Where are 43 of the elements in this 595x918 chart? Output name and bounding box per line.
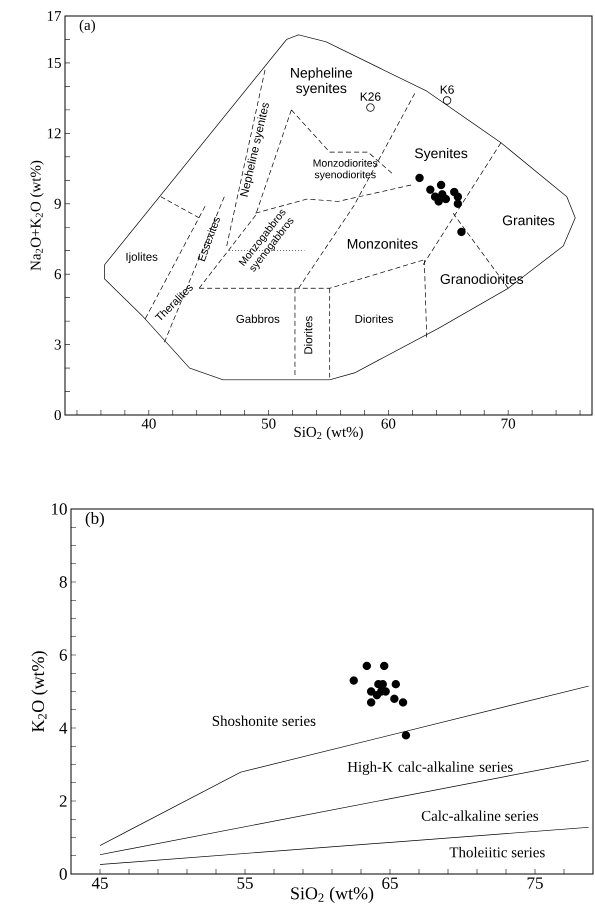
x-tick-label: 70 [502, 418, 516, 429]
annotation: Granites [502, 215, 554, 226]
x-tick-label: 55 [238, 878, 253, 889]
annotation: Nepheline syenites [240, 102, 269, 197]
y-tick-label: 9 [54, 198, 61, 209]
annotation: Diorites [356, 314, 394, 323]
annotation: Monzonites [348, 238, 418, 249]
y-tick-label: 8 [60, 576, 67, 588]
y-tick-label: 6 [54, 269, 62, 280]
y-axis-title: Na$_{2}$O+K$_{2}$O (wt%) [30, 160, 44, 270]
y-tick-label: 4 [59, 722, 68, 734]
chart-title: (b) [86, 512, 104, 528]
y-tick-label: 2 [60, 795, 67, 807]
y-tick-label: 6 [60, 649, 67, 661]
annotation: Calc-alkaline series [422, 810, 538, 821]
annotation: Nepheline syenites [291, 68, 352, 96]
x-axis-title: SiO$_{2}$ (wt%) [294, 426, 363, 440]
annotation: Tholeiitic series [450, 846, 545, 858]
x-tick-label: 60 [382, 418, 396, 429]
x-tick-label: 50 [262, 418, 276, 429]
x-tick-label: 45 [92, 878, 108, 889]
annotation: High-K calc-alkaline series [348, 761, 513, 775]
data-label: K6 [440, 85, 454, 94]
annotation: Gabbros [236, 314, 280, 323]
y-tick-label: 12 [48, 128, 61, 138]
y-tick-label: 15 [48, 58, 61, 68]
annotation: Ijolites [126, 252, 158, 264]
x-tick-label: 65 [382, 878, 398, 889]
y-tick-label: 17 [48, 11, 62, 21]
y-tick-label: 0 [54, 410, 61, 420]
x-tick-label: 40 [142, 418, 156, 429]
x-axis-title: SiO$_{2}$ (wt%) [291, 886, 374, 904]
annotation: Diorites [304, 316, 312, 354]
y-tick-label: 0 [60, 868, 67, 880]
y-tick-label: 3 [54, 340, 61, 350]
data-label: K26 [360, 92, 381, 101]
annotation: Shoshonite series [212, 715, 316, 726]
annotation: Monzodiorites syenodiorites [314, 159, 378, 180]
y-axis-title: K$_{2}$O (wt%) [31, 651, 48, 732]
chart-title: (a) [80, 20, 95, 34]
annotation: Syenites [414, 148, 468, 161]
y-tick-label: 10 [52, 503, 67, 515]
x-tick-label: 75 [528, 878, 543, 889]
